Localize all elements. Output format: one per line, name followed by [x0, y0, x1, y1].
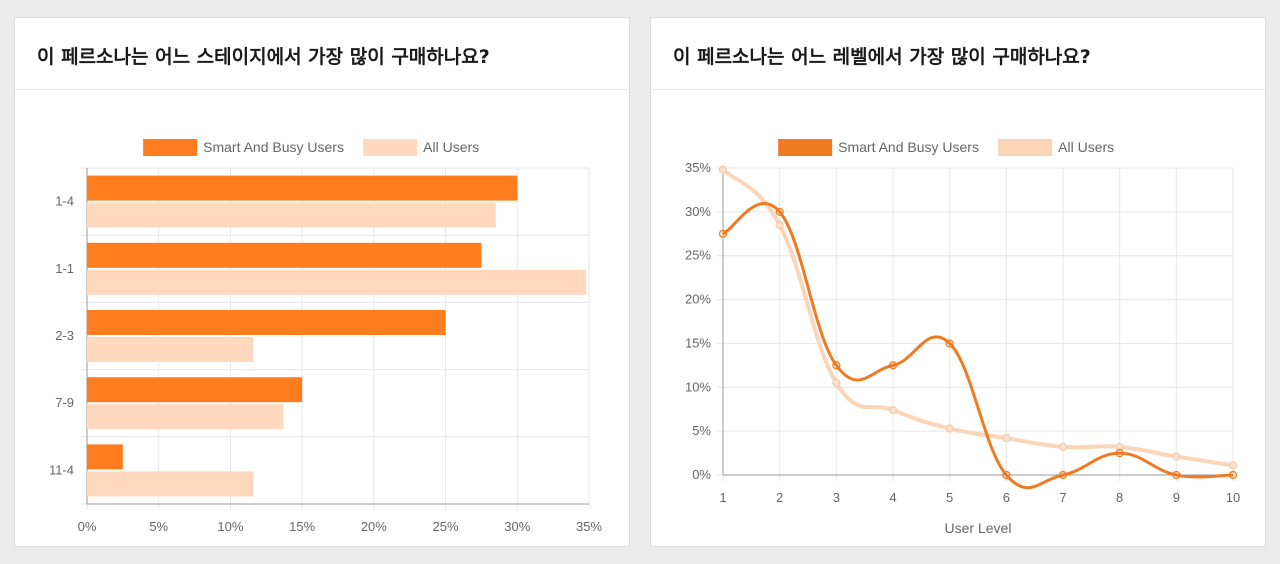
x-tick-label: 3 [833, 490, 840, 505]
bar-all-users [87, 269, 587, 295]
point-smart-and-busy [832, 361, 841, 370]
y-tick-label: 20% [685, 292, 711, 307]
stage-purchase-card: 이 페르소나는 어느 스테이지에서 가장 많이 구매하나요? Smart And… [14, 17, 630, 547]
x-tick-label: 4 [889, 490, 896, 505]
bar-smart-and-busy [87, 310, 446, 335]
x-tick-label: 20% [361, 519, 387, 534]
y-tick-label: 30% [685, 204, 711, 219]
point-all-users [1172, 452, 1181, 461]
y-tick-label: 5% [692, 423, 711, 438]
x-tick-label: 10% [217, 519, 243, 534]
x-tick-label: 35% [576, 519, 602, 534]
legend-swatch [363, 139, 418, 156]
y-tick-label: 35% [685, 160, 711, 175]
bar-all-users [87, 404, 284, 430]
legend-label: All Users [423, 139, 479, 155]
y-tick-label: 10% [685, 379, 711, 394]
point-all-users [775, 220, 784, 230]
card-divider [651, 89, 1265, 90]
y-tick-label: 2-3 [55, 328, 74, 343]
x-axis-title: User Level [945, 520, 1012, 536]
level-line-chart: Smart And Busy Users All Users 0% 5% 10% 15% 2… [685, 139, 1240, 536]
x-tick-label: 25% [433, 519, 459, 534]
point-smart-and-busy [775, 207, 784, 216]
point-smart-and-busy [945, 339, 954, 348]
legend-label: Smart And Busy Users [838, 139, 979, 155]
y-tick-label: 11-4 [49, 462, 74, 477]
x-tick-label: 15% [289, 519, 315, 534]
legend-swatch [998, 139, 1053, 156]
stage-bar-chart: Smart And Busy Users All Users 0% 5% 10% 15% 2… [49, 139, 602, 534]
x-tick-label: 0% [78, 519, 97, 534]
bar-smart-and-busy [87, 377, 303, 403]
bar-all-users [87, 471, 254, 497]
point-all-users [718, 165, 728, 174]
x-tick-label: 5% [149, 519, 168, 534]
bar-smart-and-busy [87, 175, 518, 201]
point-smart-and-busy [718, 229, 728, 238]
point-smart-and-busy [1115, 448, 1124, 458]
legend-swatch [778, 139, 833, 156]
x-tick-label: 1 [719, 490, 726, 505]
bar-smart-and-busy [87, 444, 123, 470]
point-all-users [1058, 442, 1068, 452]
x-tick-label: 10 [1226, 490, 1240, 505]
x-tick-label: 2 [776, 490, 783, 505]
point-all-users [1228, 461, 1238, 470]
x-tick-label: 5 [946, 490, 953, 505]
point-smart-and-busy [888, 361, 898, 370]
card-title: 이 페르소나는 어느 레벨에서 가장 많이 구매하나요? [673, 46, 1091, 68]
bar-all-users [87, 337, 254, 362]
point-all-users [1115, 442, 1124, 452]
x-tick-label: 9 [1173, 490, 1180, 505]
point-smart-and-busy [1002, 470, 1011, 480]
y-tick-label: 0% [692, 467, 711, 482]
y-tick-label: 1-4 [55, 194, 74, 209]
card-title: 이 페르소나는 어느 스테이지에서 가장 많이 구매하나요? [37, 46, 490, 68]
card-divider [15, 89, 629, 90]
y-tick-label: 7-9 [55, 395, 74, 410]
point-all-users [832, 378, 841, 387]
legend-swatch [143, 139, 198, 156]
bar-all-users [87, 202, 496, 228]
point-smart-and-busy [1058, 470, 1068, 480]
point-all-users [888, 405, 898, 415]
bar-smart-and-busy [87, 242, 482, 268]
x-tick-label: 30% [504, 519, 530, 534]
level-purchase-card: 이 페르소나는 어느 레벨에서 가장 많이 구매하나요? Smart And B… [650, 17, 1266, 547]
line-all-users [721, 168, 1234, 468]
line-smart-and-busy [722, 202, 1234, 490]
point-smart-and-busy [1172, 470, 1181, 480]
point-all-users [1002, 434, 1011, 443]
x-tick-label: 6 [1003, 490, 1010, 505]
x-tick-label: 8 [1116, 490, 1123, 505]
legend-label: Smart And Busy Users [203, 139, 344, 155]
y-tick-label: 1-1 [55, 261, 74, 276]
x-tick-label: 7 [1059, 490, 1066, 505]
legend-label: All Users [1058, 139, 1114, 155]
point-smart-and-busy [1228, 470, 1238, 480]
y-tick-label: 25% [685, 248, 711, 263]
y-tick-label: 15% [685, 335, 711, 350]
point-all-users [945, 424, 954, 433]
